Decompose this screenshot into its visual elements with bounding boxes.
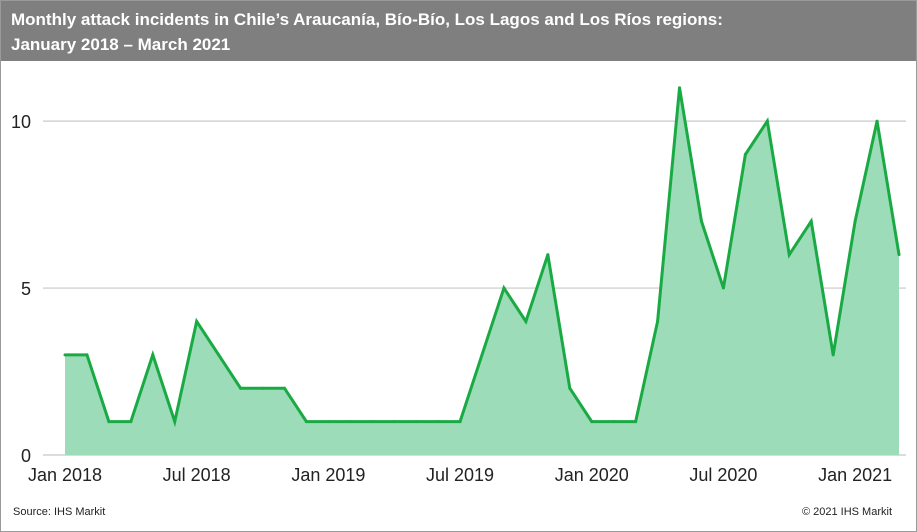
data-point-2021-02 — [875, 119, 879, 123]
data-points — [63, 86, 901, 424]
data-point-2021-03 — [897, 253, 901, 257]
data-point-2019-01 — [326, 420, 330, 424]
data-point-2020-05 — [678, 86, 682, 90]
chart-title-line-2: January 2018 – March 2021 — [11, 35, 231, 54]
data-point-2019-05 — [414, 420, 418, 424]
data-point-2020-01 — [590, 420, 594, 424]
data-point-2019-10 — [524, 319, 528, 323]
x-tick-label-2019-01: Jan 2019 — [291, 465, 365, 485]
data-point-2020-06 — [699, 219, 703, 223]
data-point-2020-04 — [656, 319, 660, 323]
data-point-2020-11 — [809, 219, 813, 223]
data-point-2018-01 — [63, 353, 67, 357]
data-point-2020-02 — [612, 420, 616, 424]
data-point-2018-02 — [85, 353, 89, 357]
data-point-2019-06 — [436, 420, 440, 424]
x-tick-label-2018-07: Jul 2018 — [163, 465, 231, 485]
data-point-2018-07 — [195, 319, 199, 323]
x-tick-label-2018-01: Jan 2018 — [28, 465, 102, 485]
data-point-2018-09 — [239, 386, 243, 390]
data-point-2018-06 — [173, 420, 177, 424]
copyright-note: © 2021 IHS Markit — [801, 506, 892, 518]
x-tick-label-2019-07: Jul 2019 — [426, 465, 494, 485]
data-point-2020-09 — [765, 119, 769, 123]
data-point-2018-12 — [304, 420, 308, 424]
data-point-2019-03 — [370, 420, 374, 424]
x-tick-label-2021-01: Jan 2021 — [818, 465, 892, 485]
x-axis-tick-labels: Jan 2018 Jul 2018 Jan 2019 Jul 2019 Jan 2020… — [28, 465, 892, 485]
x-tick-label-2020-07: Jul 2020 — [689, 465, 757, 485]
data-point-2019-08 — [480, 353, 484, 357]
data-point-2019-09 — [502, 286, 506, 290]
data-point-2018-08 — [217, 353, 221, 357]
area-fill — [65, 87, 899, 456]
y-tick-label-10: 10 — [11, 112, 31, 132]
data-point-2018-03 — [107, 420, 111, 424]
y-tick-label-0: 0 — [21, 446, 31, 466]
chart-title-line-1: Monthly attack incidents in Chile’s Arau… — [11, 10, 723, 29]
data-point-2020-03 — [634, 420, 638, 424]
data-point-2018-05 — [151, 353, 155, 357]
data-point-2020-08 — [743, 152, 747, 156]
data-point-2018-10 — [261, 386, 265, 390]
data-point-2021-01 — [853, 219, 857, 223]
data-point-2019-02 — [348, 420, 352, 424]
data-point-2020-10 — [787, 253, 791, 257]
y-axis-tick-labels: 0 5 10 — [11, 112, 31, 466]
data-point-2019-12 — [568, 386, 572, 390]
y-tick-label-5: 5 — [21, 279, 31, 299]
data-point-2018-11 — [282, 386, 286, 390]
chart-title: Monthly attack incidents in Chile’s Arau… — [1, 1, 916, 61]
data-point-2020-07 — [721, 286, 725, 290]
data-point-2018-04 — [129, 420, 133, 424]
data-point-2019-04 — [392, 420, 396, 424]
data-point-2019-11 — [546, 253, 550, 257]
x-tick-label-2020-01: Jan 2020 — [555, 465, 629, 485]
source-note: Source: IHS Markit — [13, 506, 106, 518]
data-point-2020-12 — [831, 353, 835, 357]
data-point-2019-07 — [458, 420, 462, 424]
